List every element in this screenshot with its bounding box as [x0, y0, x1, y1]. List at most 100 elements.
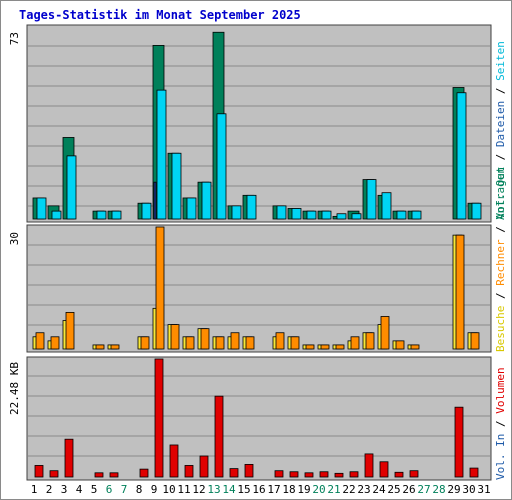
- legend-requests-files-pages-item: /: [494, 154, 507, 167]
- x-tick-label-day-12: 12: [192, 483, 205, 496]
- bar-volumen-day-22: [349, 471, 359, 478]
- bar-rechner-day-3: [65, 311, 75, 350]
- bar-volumen-day-29: [454, 406, 464, 478]
- x-tick-label-day-24: 24: [372, 483, 386, 496]
- bar-volumen-day-24: [379, 461, 389, 478]
- bar-volumen-day-30: [469, 467, 479, 478]
- bar-dateien-day-20: [321, 210, 332, 220]
- x-tick-label-day-14: 14: [222, 483, 236, 496]
- x-tick-label-day-1: 1: [31, 483, 38, 496]
- bar-dateien-day-24: [381, 192, 392, 220]
- bar-volumen-day-1: [34, 465, 44, 478]
- x-tick-label-day-18: 18: [282, 483, 295, 496]
- bar-dateien-day-13: [216, 113, 227, 220]
- bar-volumen-day-26: [409, 470, 419, 478]
- bar-dateien-day-10: [171, 152, 182, 220]
- bar-rechner-day-22: [350, 336, 360, 350]
- bar-dateien-day-26: [411, 210, 422, 220]
- bar-volumen-day-5: [94, 472, 104, 478]
- bar-rechner-day-30: [470, 332, 480, 350]
- bar-rechner-day-9: [155, 226, 165, 350]
- bar-volumen-day-9: [154, 358, 164, 478]
- y-max-label: 30: [8, 232, 21, 245]
- bar-volumen-day-3: [64, 438, 74, 478]
- bar-rechner-day-11: [185, 336, 195, 350]
- bar-rechner-day-5: [95, 344, 105, 350]
- bar-rechner-day-25: [395, 340, 405, 350]
- legend-volin-volume-item: /: [494, 420, 507, 433]
- x-tick-label-day-25: 25: [387, 483, 400, 496]
- x-tick-label-day-4: 4: [76, 483, 83, 496]
- bar-rechner-day-23: [365, 332, 375, 350]
- bar-rechner-day-6: [110, 344, 120, 350]
- bar-volumen-day-11: [184, 465, 194, 478]
- bar-dateien-day-18: [291, 208, 302, 220]
- panel-background: [26, 24, 492, 223]
- bar-rechner-day-10: [170, 324, 180, 350]
- x-tick-label-day-20: 20: [312, 483, 325, 496]
- x-tick-label-day-9: 9: [151, 483, 158, 496]
- legend-requests-files-pages-item: Seiten: [494, 41, 507, 87]
- legend-requests-files-pages-item: Anfragen: [494, 167, 507, 220]
- bar-rechner-day-8: [140, 336, 150, 350]
- bar-volumen-day-13: [214, 395, 224, 478]
- bar-dateien-day-9: [156, 89, 167, 220]
- x-tick-label-day-26: 26: [402, 483, 415, 496]
- x-tick-label-day-19: 19: [297, 483, 310, 496]
- bar-seiten-day-9: [153, 181, 157, 220]
- panel-background: [26, 356, 492, 481]
- legend-requests-files-pages: Anfragen / Dateien / Seiten: [494, 41, 507, 220]
- bar-volumen-day-14: [229, 468, 239, 478]
- y-max-label: 22.48 KB: [8, 362, 21, 415]
- bar-dateien-day-17: [276, 205, 287, 220]
- bar-dateien-day-6: [111, 210, 122, 220]
- x-tick-label-day-2: 2: [46, 483, 53, 496]
- bar-volumen-day-2: [49, 470, 59, 478]
- x-tick-label-day-8: 8: [136, 483, 143, 496]
- legend-volin-volume-item: Vol. In: [494, 434, 507, 480]
- x-tick-label-day-23: 23: [357, 483, 370, 496]
- bar-volumen-day-6: [109, 472, 119, 478]
- bar-rechner-day-26: [410, 344, 420, 350]
- bar-dateien-day-14: [231, 205, 242, 220]
- panel-2: 30: [8, 224, 492, 353]
- bar-dateien-day-11: [186, 197, 197, 220]
- x-tick-label-day-5: 5: [91, 483, 98, 496]
- chart-title: Tages-Statistik im Monat September 2025: [19, 8, 301, 22]
- x-tick-label-day-31: 31: [477, 483, 490, 496]
- x-tick-label-day-10: 10: [162, 483, 175, 496]
- bar-dateien-day-21: [336, 213, 347, 220]
- bar-volumen-day-21: [334, 472, 344, 478]
- bar-rechner-day-19: [305, 344, 315, 350]
- bar-volumen-day-20: [319, 471, 329, 478]
- bar-rechner-day-17: [275, 332, 285, 350]
- x-tick-label-day-16: 16: [252, 483, 265, 496]
- x-tick-label-day-28: 28: [432, 483, 445, 496]
- bar-dateien-day-29: [456, 92, 467, 220]
- bar-dateien-day-1: [36, 197, 47, 220]
- panel-1: 73: [8, 24, 492, 223]
- x-tick-label-day-17: 17: [267, 483, 280, 496]
- legend-visits-hosts-volout-item: Vol. Out: [494, 167, 507, 227]
- bar-rechner-day-24: [380, 316, 390, 350]
- bar-rechner-day-15: [245, 336, 255, 350]
- x-tick-label-day-27: 27: [417, 483, 430, 496]
- bar-rechner-day-18: [290, 336, 300, 350]
- y-max-label: 73: [8, 32, 21, 45]
- x-tick-label-day-22: 22: [342, 483, 355, 496]
- bar-rechner-day-20: [320, 344, 330, 350]
- bar-volumen-day-23: [364, 453, 374, 478]
- x-tick-label-day-15: 15: [237, 483, 250, 496]
- legend-visits-hosts-volout-item: /: [494, 226, 507, 239]
- x-tick-label-day-30: 30: [462, 483, 475, 496]
- legend-volin-volume: Vol. In / Volumen: [494, 367, 507, 480]
- panel-background: [26, 224, 492, 353]
- bar-volumen-day-19: [304, 472, 314, 478]
- legend-requests-files-pages-item: Dateien: [494, 101, 507, 154]
- bar-rechner-day-13: [215, 336, 225, 350]
- bar-dateien-day-3: [66, 155, 77, 220]
- bar-volumen-day-12: [199, 455, 209, 478]
- bar-dateien-day-25: [396, 210, 407, 220]
- x-tick-label-day-29: 29: [447, 483, 460, 496]
